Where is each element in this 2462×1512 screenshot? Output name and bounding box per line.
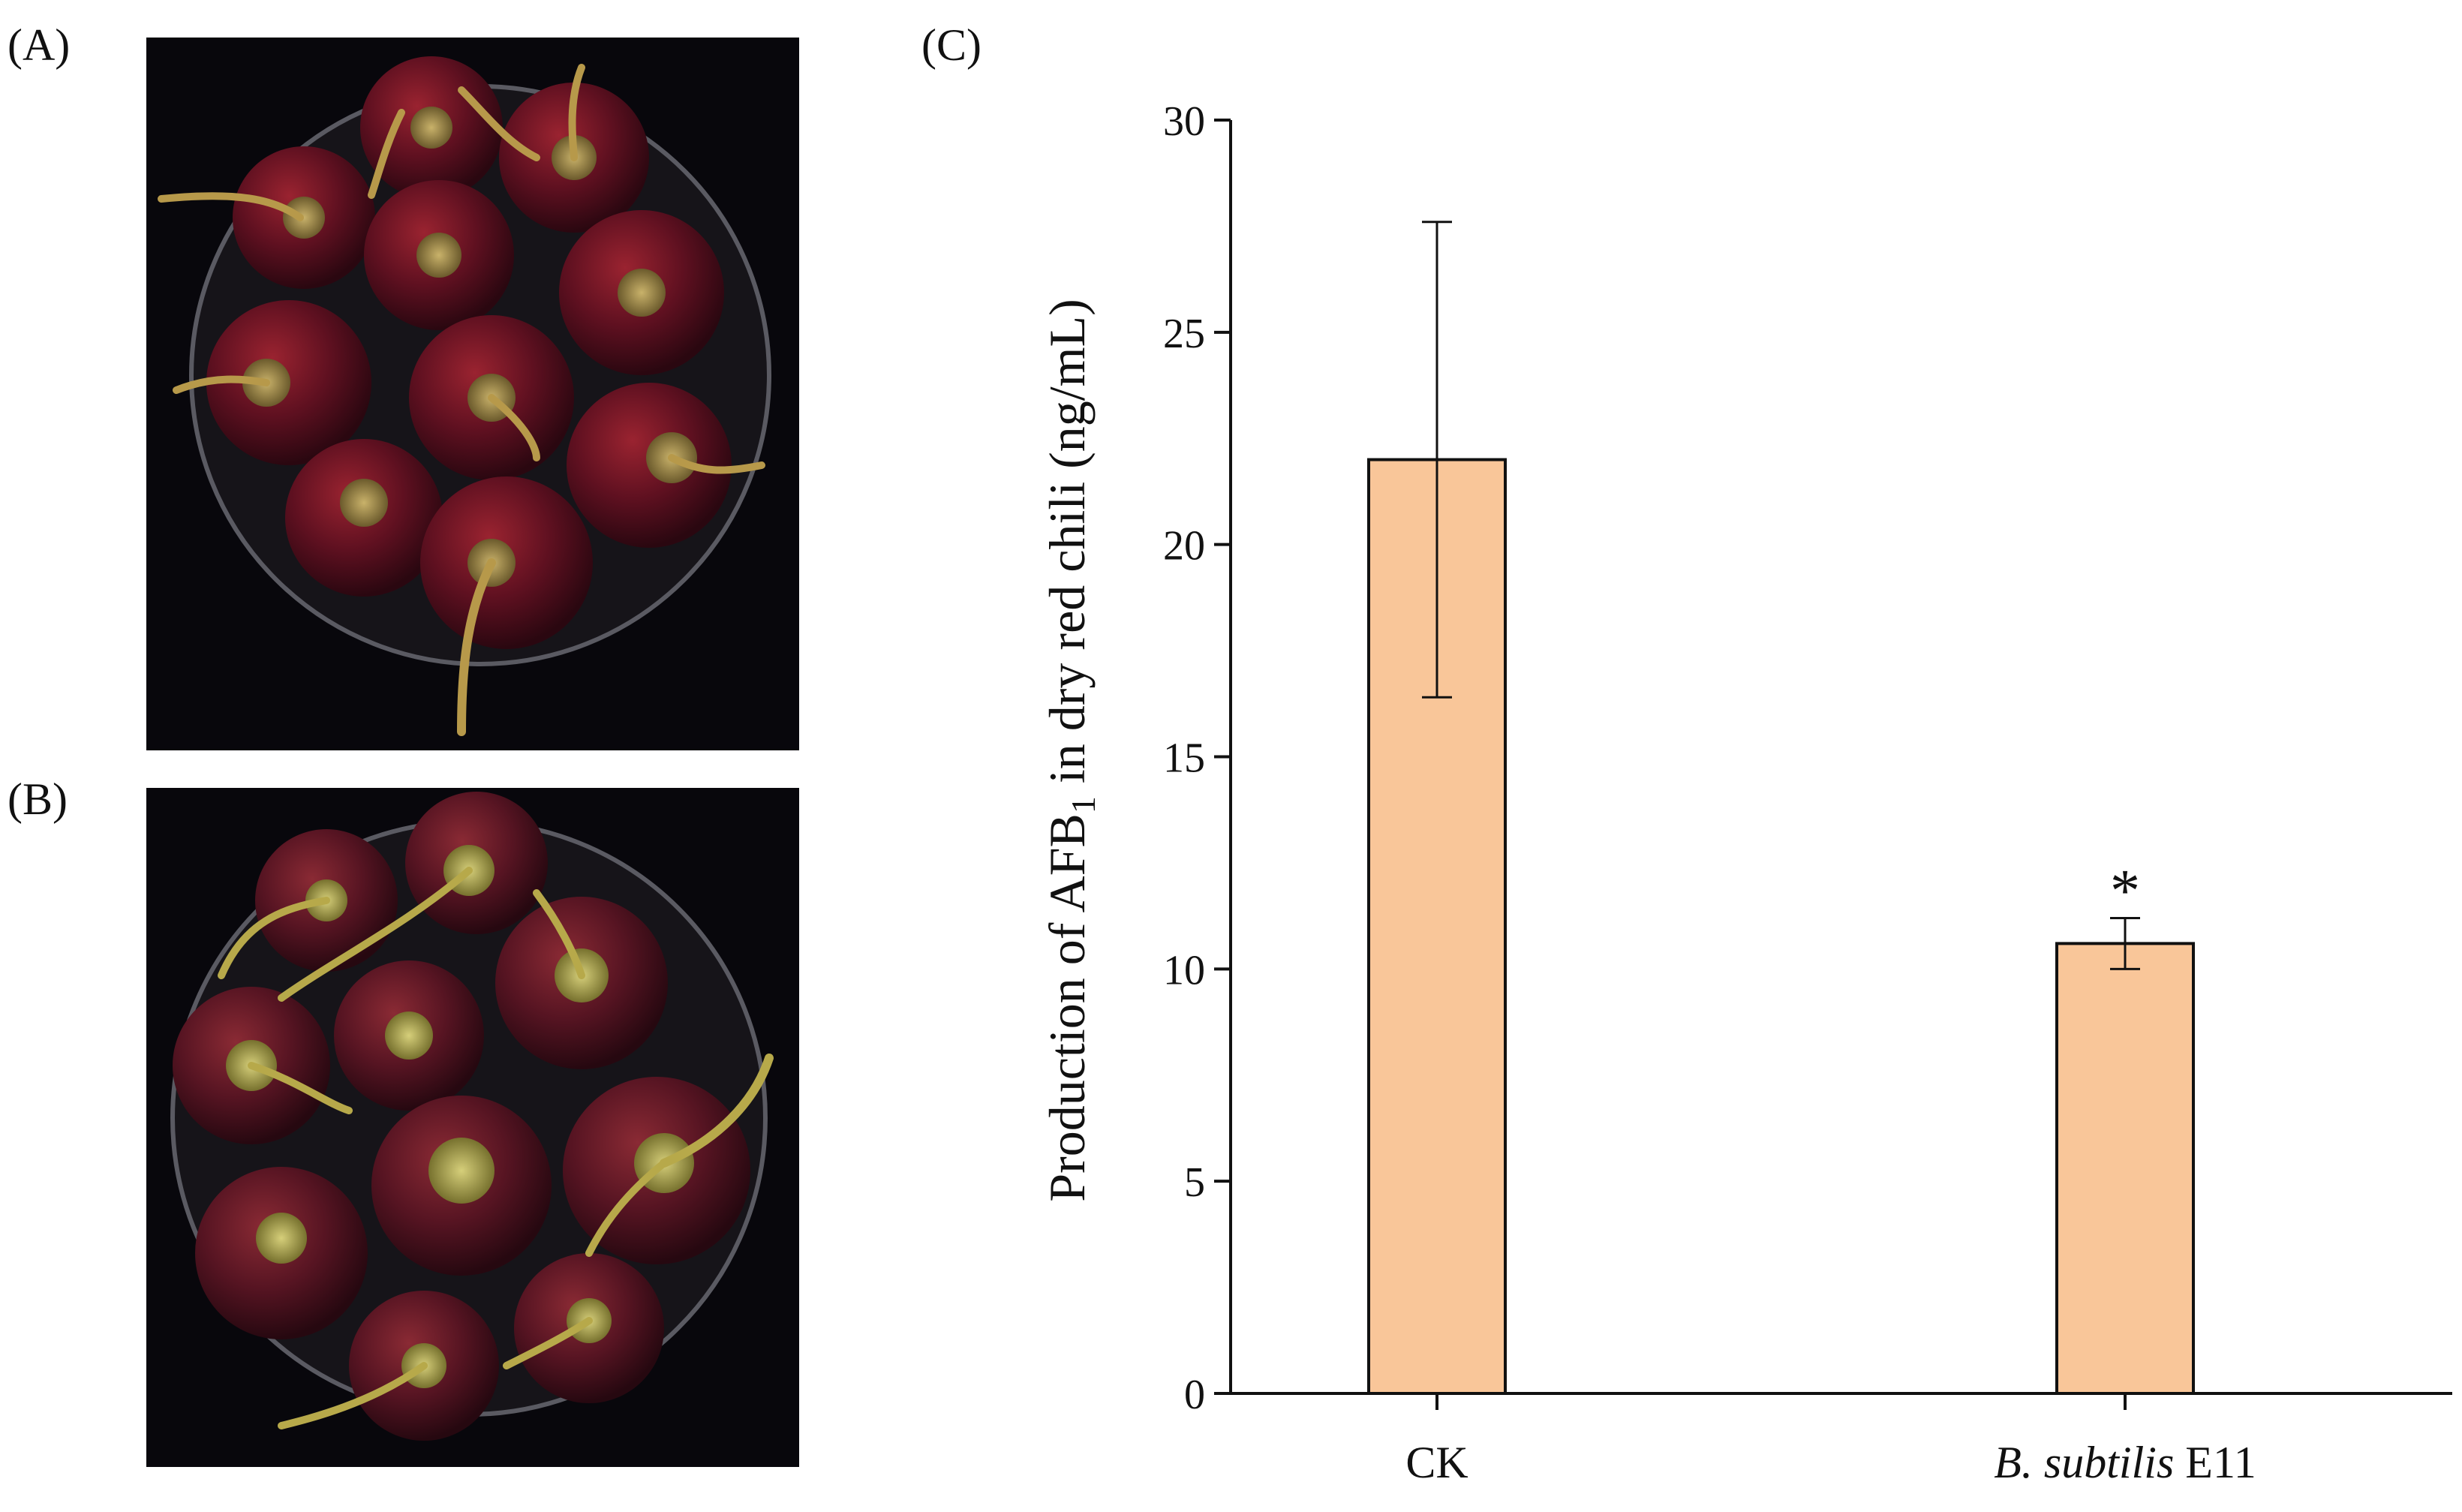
x-axis: CK B. subtilis E11: [1231, 1392, 2452, 1487]
y-axis-label-main: Production of AFB: [1039, 813, 1096, 1202]
bar-b-subtilis-e11: [2055, 942, 2195, 1395]
y-tick-label-5: 5: [1184, 1159, 1205, 1206]
y-tick-label-10: 10: [1163, 947, 1205, 993]
y-tick-label-20: 20: [1163, 523, 1205, 570]
y-axis-label-subscript: 1: [1064, 796, 1102, 813]
photo-b-chili-dish: [146, 788, 799, 1467]
y-axis: 0 5 10 15 20 25 30: [1163, 98, 1232, 1418]
x-tick-label-b-subtilis-e11: B. subtilis E11: [1994, 1438, 2256, 1487]
panel-c-label: (C): [921, 20, 981, 70]
y-tick-label-25: 25: [1163, 311, 1205, 357]
bar-chart-afb1: 0 5 10 15 20 25 30 CK B. subtilis E11 * Product…: [1039, 98, 2452, 1487]
chili-group-b: [173, 792, 774, 1441]
bars: *: [1367, 221, 2195, 1395]
significance-marker-b-subtilis-e11: *: [2110, 858, 2140, 924]
panel-a-label: (A): [8, 20, 71, 70]
y-tick-label-30: 30: [1163, 98, 1205, 145]
panel-b-label: (B): [8, 774, 68, 824]
x-tick-label-ck: CK: [1405, 1438, 1468, 1487]
y-axis-label: Production of AFB1 in dry red chili (ng/…: [1039, 299, 1102, 1201]
y-axis-label-rest: in dry red chili (ng/mL): [1039, 299, 1096, 796]
y-tick-label-0: 0: [1184, 1372, 1205, 1418]
chili-group-a: [158, 56, 765, 736]
y-tick-label-15: 15: [1163, 735, 1205, 782]
photo-a-chili-dish: [146, 38, 799, 750]
